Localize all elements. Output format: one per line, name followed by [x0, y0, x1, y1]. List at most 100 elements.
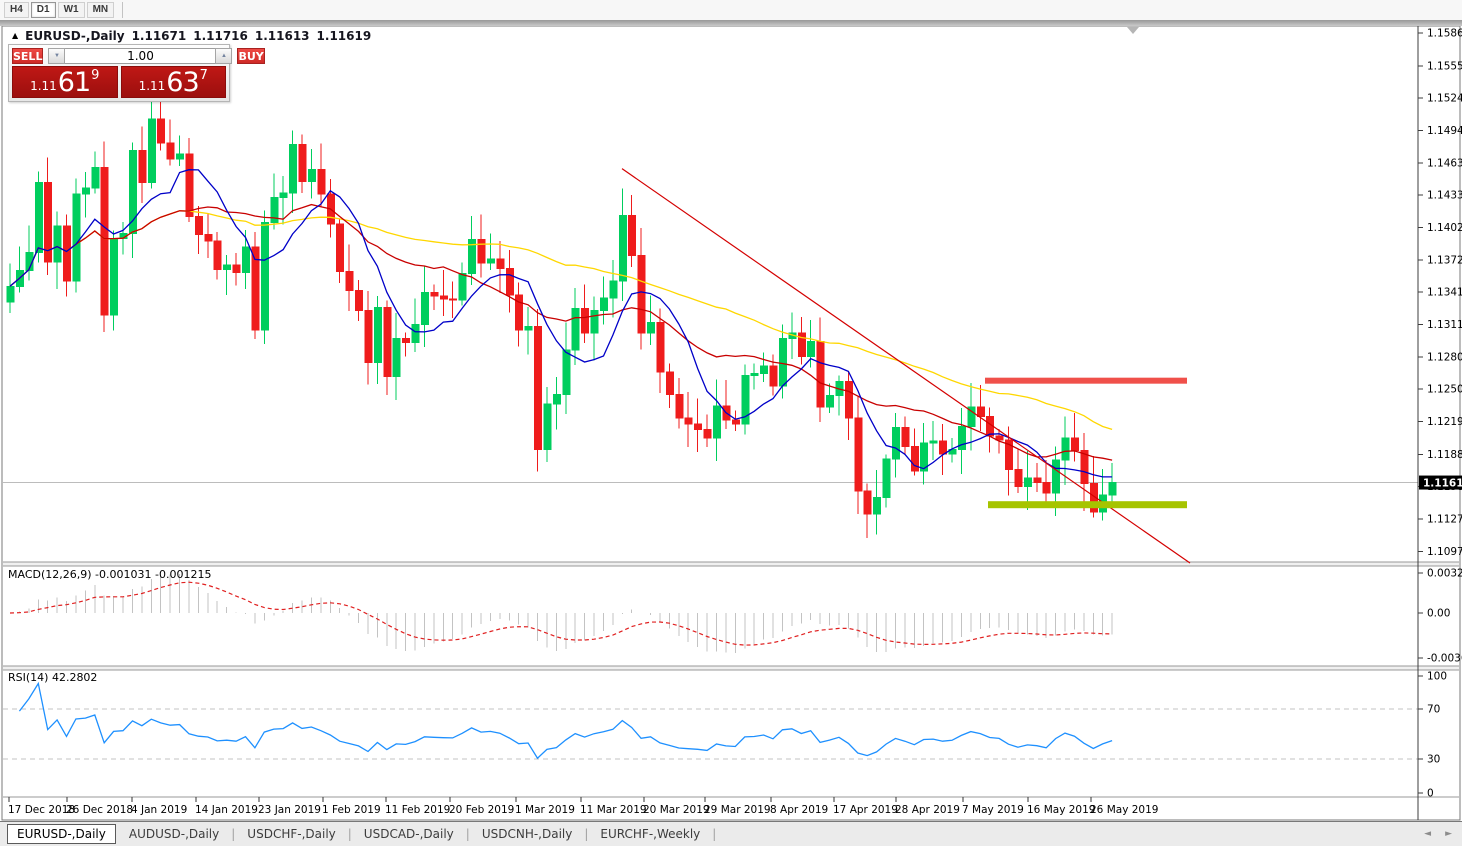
svg-text:1.14330: 1.14330: [1427, 190, 1462, 202]
ohlc-low-value: 1.11613: [254, 29, 310, 43]
sell-price-prefix: 1.11: [30, 79, 57, 93]
svg-text:1.12805: 1.12805: [1427, 351, 1462, 363]
svg-text:20 Feb 2019: 20 Feb 2019: [449, 804, 514, 816]
svg-text:17 Dec 2018: 17 Dec 2018: [8, 804, 75, 816]
svg-text:8 Apr 2019: 8 Apr 2019: [770, 804, 828, 816]
timeframe-button-w1[interactable]: W1: [57, 2, 85, 18]
svg-text:1.15860: 1.15860: [1427, 28, 1462, 40]
svg-text:1 Mar 2019: 1 Mar 2019: [515, 804, 575, 816]
svg-text:4 Jan 2019: 4 Jan 2019: [131, 804, 187, 816]
chart-symbol-label: EURUSD-,Daily: [25, 29, 125, 43]
ohlc-close-value: 1.11619: [316, 29, 372, 43]
svg-text:30: 30: [1427, 754, 1440, 766]
buy-price-display: 1.11 63 7: [120, 66, 226, 98]
svg-text:1.11619: 1.11619: [1423, 477, 1462, 489]
svg-text:11 Feb 2019: 11 Feb 2019: [385, 804, 450, 816]
triangle-up-icon: ▲: [220, 53, 227, 59]
timeframe-button-mn[interactable]: MN: [86, 2, 115, 18]
volume-increase-button[interactable]: ▲: [215, 48, 233, 64]
chart-tab-usdchf[interactable]: USDCHF-,Daily: [247, 827, 336, 841]
macd-histogram-layer: [18, 574, 1113, 654]
svg-text:0.003287: 0.003287: [1427, 568, 1462, 580]
svg-text:11 Mar 2019: 11 Mar 2019: [580, 804, 647, 816]
svg-text:1.15550: 1.15550: [1427, 60, 1462, 72]
support-zone-bar[interactable]: [988, 501, 1187, 509]
svg-text:23 Jan 2019: 23 Jan 2019: [258, 804, 321, 816]
volume-control: ▼ ▲: [48, 48, 233, 64]
tab-separator: |: [347, 827, 352, 841]
timeframe-button-h4[interactable]: H4: [4, 2, 29, 18]
buy-price-big: 63: [166, 67, 199, 98]
svg-text:1.13720: 1.13720: [1427, 254, 1462, 266]
svg-text:100: 100: [1427, 671, 1447, 683]
svg-text:20 Mar 2019: 20 Mar 2019: [643, 804, 710, 816]
svg-text:0: 0: [1427, 788, 1434, 800]
tab-separator: |: [465, 827, 470, 841]
one-click-trade-panel: SELL ▼ ▲ BUY 1.11 61 9 1.11 63 7: [8, 44, 265, 102]
tab-separator: |: [584, 827, 589, 841]
chart-tabs: EURUSD-,Daily AUDUSD-,Daily | USDCHF-,Daily…: [0, 822, 719, 846]
svg-text:1.14940: 1.14940: [1427, 125, 1462, 137]
tab-scroll-left-icon[interactable]: ◄: [1424, 829, 1432, 839]
ohlc-high-value: 1.11716: [193, 29, 248, 43]
tab-separator: |: [231, 827, 236, 841]
triangle-down-icon: ▼: [53, 53, 60, 59]
timeframe-buttons: H4 D1 W1 MN: [0, 0, 115, 20]
svg-text:1.11885: 1.11885: [1427, 449, 1462, 461]
tab-scroll-right-icon[interactable]: ►: [1445, 829, 1452, 839]
svg-text:26 May 2019: 26 May 2019: [1090, 804, 1158, 816]
svg-text:0.00: 0.00: [1427, 608, 1450, 620]
svg-text:26 Dec 2018: 26 Dec 2018: [66, 804, 133, 816]
svg-text:1.14025: 1.14025: [1427, 222, 1462, 234]
volume-input[interactable]: [65, 48, 216, 64]
volume-decrease-button[interactable]: ▼: [48, 48, 66, 64]
chart-header: ▲ EURUSD-,Daily 1.11671 1.11716 1.11613 …: [12, 29, 371, 43]
trade-panel-controls: SELL ▼ ▲ BUY: [9, 45, 265, 66]
rsi-indicator-label: RSI(14) 42.2802: [8, 671, 98, 684]
chart-tab-usdcad[interactable]: USDCAD-,Daily: [363, 827, 454, 841]
svg-text:7 May 2019: 7 May 2019: [962, 804, 1024, 816]
rsi-line: [18, 681, 1113, 760]
svg-text:17 Apr 2019: 17 Apr 2019: [833, 804, 898, 816]
macd-indicator-label: MACD(12,26,9) -0.001031 -0.001215: [8, 568, 212, 581]
chart-tab-eurchf[interactable]: EURCHF-,Weekly: [600, 827, 701, 841]
chart-tab-audusd[interactable]: AUDUSD-,Daily: [128, 827, 220, 841]
sell-price-pip: 9: [91, 68, 100, 83]
svg-text:29 Mar 2019: 29 Mar 2019: [704, 804, 771, 816]
svg-text:70: 70: [1427, 704, 1440, 716]
sell-button[interactable]: SELL: [12, 48, 44, 64]
descending-trendline[interactable]: [621, 168, 1191, 564]
svg-text:1.12195: 1.12195: [1427, 416, 1462, 428]
svg-text:1.12500: 1.12500: [1427, 384, 1462, 396]
trade-panel-quotes: 1.11 61 9 1.11 63 7: [9, 66, 229, 98]
ohlc-open-value: 1.11671: [131, 29, 187, 43]
tab-separator: |: [712, 827, 717, 841]
svg-text:14 Jan 2019: 14 Jan 2019: [195, 804, 258, 816]
toolbar-separator: [122, 2, 124, 18]
timeframe-toolbar: H4 D1 W1 MN: [0, 0, 1462, 21]
candles-layer: [6, 94, 1117, 538]
svg-text:1.11275: 1.11275: [1427, 514, 1462, 526]
svg-text:1.13415: 1.13415: [1427, 287, 1462, 299]
svg-text:-0.003659: -0.003659: [1427, 653, 1462, 665]
tab-scroll-controls: ◄ ►: [1424, 829, 1462, 839]
timeframe-button-d1[interactable]: D1: [30, 2, 56, 18]
chart-tab-usdcnh[interactable]: USDCNH-,Daily: [481, 827, 573, 841]
resistance-zone-bar[interactable]: [985, 377, 1187, 384]
moving-averages-layer: [9, 169, 1113, 478]
sell-price-display: 1.11 61 9: [12, 66, 118, 98]
sell-price-big: 61: [57, 67, 91, 98]
buy-price-prefix: 1.11: [138, 79, 166, 93]
svg-text:1.14635: 1.14635: [1427, 157, 1462, 169]
window-top-strip: [0, 20, 1462, 26]
chart-tab-bar: EURUSD-,Daily AUDUSD-,Daily | USDCHF-,Daily…: [0, 821, 1462, 846]
chart-shift-marker-icon[interactable]: [1127, 27, 1139, 34]
svg-text:1.15245: 1.15245: [1427, 93, 1462, 105]
svg-text:16 May 2019: 16 May 2019: [1027, 804, 1095, 816]
collapse-icon[interactable]: ▲: [12, 31, 19, 40]
buy-button[interactable]: BUY: [237, 48, 265, 64]
chart-tab-eurusd[interactable]: EURUSD-,Daily: [7, 824, 116, 844]
